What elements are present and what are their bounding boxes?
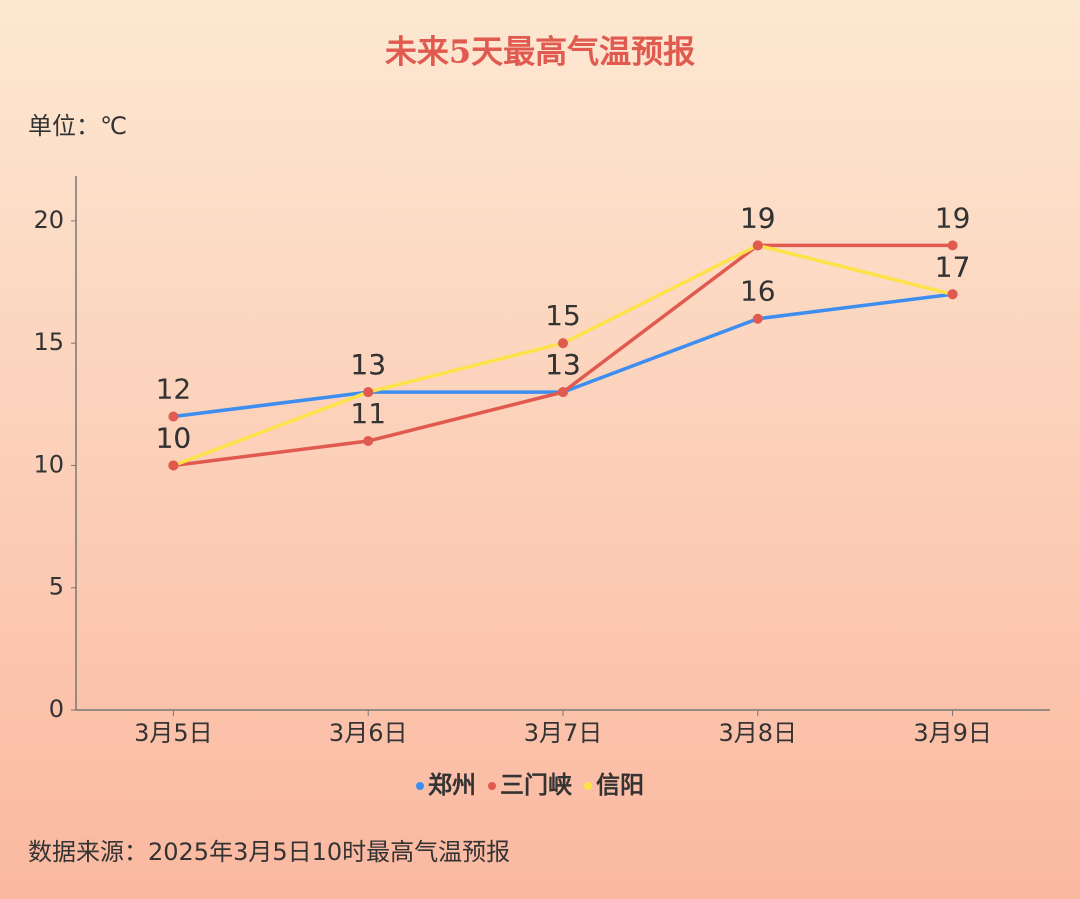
source-note: 数据来源：2025年3月5日10时最高气温预报: [28, 838, 510, 866]
legend-label: 三门峡: [500, 771, 572, 799]
x-tick-label: 3月7日: [524, 719, 603, 747]
y-tick-label: 20: [33, 206, 64, 234]
data-label: 16: [740, 275, 776, 308]
legend-marker: [488, 782, 496, 790]
marker: [168, 411, 179, 422]
data-label: 17: [935, 250, 971, 283]
data-label: 13: [545, 348, 581, 381]
data-label: 19: [740, 201, 776, 234]
legend-marker: [584, 782, 592, 790]
y-tick-label: 0: [49, 695, 64, 723]
marker: [752, 240, 763, 251]
marker: [558, 338, 568, 349]
legend-label: 信阳: [596, 771, 644, 799]
data-label: 10: [156, 421, 192, 454]
legend-marker: [416, 782, 424, 790]
data-label: 11: [350, 397, 386, 430]
marker: [752, 313, 763, 324]
data-label: 17: [935, 250, 971, 283]
marker: [363, 387, 374, 398]
data-label: 13: [545, 348, 581, 381]
marker: [363, 436, 374, 446]
y-tick-label: 5: [49, 573, 64, 601]
data-label: 10: [156, 421, 192, 454]
unit-label: 单位：℃: [28, 112, 127, 140]
data-label: 15: [545, 299, 581, 332]
data-label: 12: [156, 373, 192, 406]
data-label: 13: [350, 348, 386, 381]
marker: [558, 387, 568, 398]
x-tick-label: 3月8日: [719, 719, 798, 747]
x-tick-label: 3月6日: [329, 719, 408, 747]
y-tick-label: 15: [33, 328, 64, 356]
y-tick-label: 10: [33, 450, 64, 478]
data-label: 19: [935, 201, 971, 234]
legend: 郑州 三门峡 信阳: [416, 771, 644, 799]
x-tick-label: 3月9日: [913, 719, 992, 747]
marker: [947, 289, 958, 300]
data-label: 13: [350, 348, 386, 381]
legend-label: 郑州: [428, 771, 476, 799]
chart-title: 未来5天最高气温预报: [385, 33, 695, 71]
x-tick-label: 3月5日: [134, 719, 213, 747]
marker: [947, 240, 958, 251]
data-label: 19: [740, 201, 776, 234]
marker: [168, 460, 179, 471]
